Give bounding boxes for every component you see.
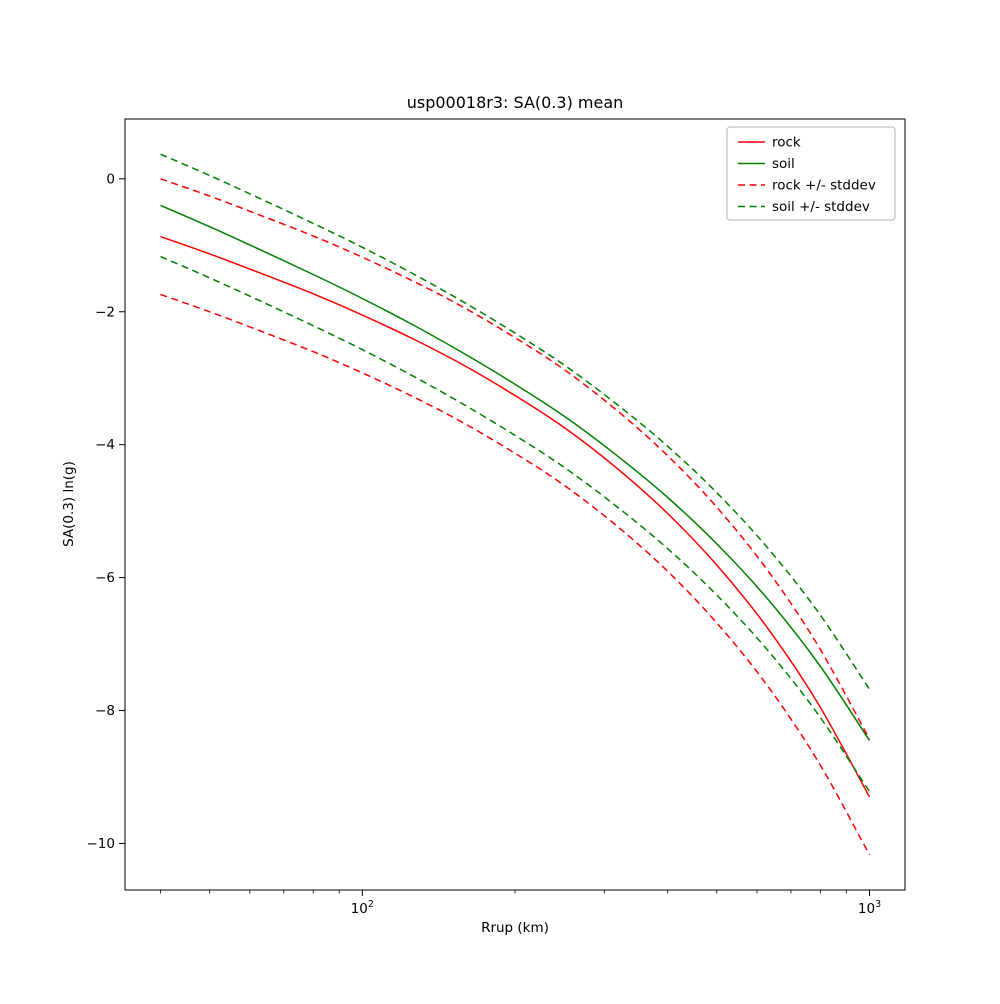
y-axis-label: SA(0.3) ln(g) xyxy=(61,461,77,547)
y-tick-label: −10 xyxy=(87,836,116,852)
y-tick-label: 0 xyxy=(106,171,115,187)
y-tick-label: −4 xyxy=(95,437,115,453)
plot-frame xyxy=(124,118,906,891)
x-tick-label: 102 xyxy=(351,899,374,917)
legend-label: rock +/- stddev xyxy=(772,178,876,194)
chart-title: usp00018r3: SA(0.3) mean xyxy=(407,93,624,112)
series-rock-minus-stddev xyxy=(160,293,871,856)
legend-label: soil +/- stddev xyxy=(772,199,870,215)
legend-label: soil xyxy=(772,156,795,172)
legend: rock soil rock +/- stddev soil +/- stddev xyxy=(726,126,896,221)
x-axis-label: Rrup (km) xyxy=(481,920,549,936)
legend-label: rock xyxy=(772,135,801,151)
series-group xyxy=(160,153,871,856)
series-rock xyxy=(160,235,871,798)
y-tick-label: −8 xyxy=(95,703,115,719)
series-rock-plus-stddev xyxy=(160,178,871,740)
series-soil-plus-stddev xyxy=(160,153,871,690)
series-soil-minus-stddev xyxy=(160,255,871,793)
y-tick-label: −2 xyxy=(95,304,115,320)
x-tick-label: 103 xyxy=(858,899,881,917)
axes: 0 −2 −4 −6 −8 −10 102 103 xyxy=(87,118,906,917)
series-soil xyxy=(160,204,871,741)
y-tick-label: −6 xyxy=(95,570,115,586)
legend-box xyxy=(726,126,896,221)
